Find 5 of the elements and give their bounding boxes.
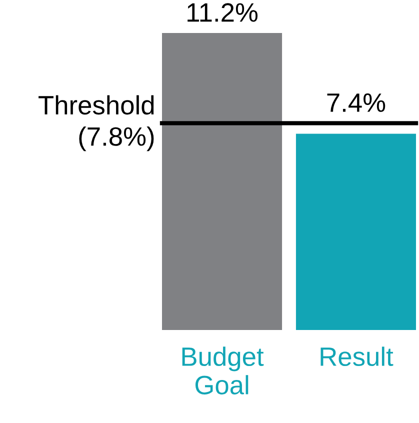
x-tick-label: Budget Goal: [182, 346, 264, 394]
ref-line-label: Threshold (7.8%): [38, 95, 154, 152]
data-label: 11.2%: [188, 3, 258, 22]
data-label: 7.4%: [327, 93, 386, 112]
x-tick-label: Result: [320, 346, 394, 366]
